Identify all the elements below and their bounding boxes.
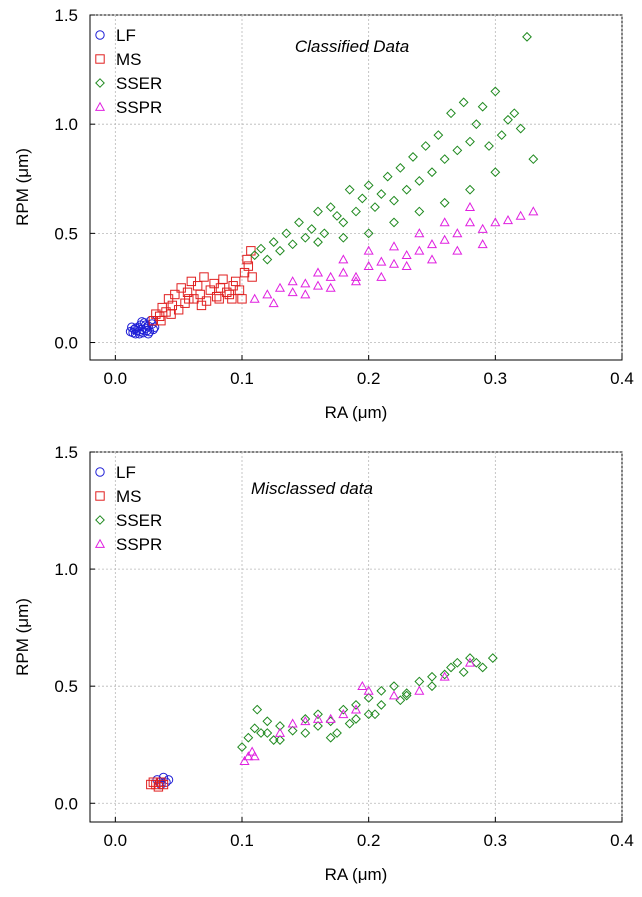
legend-label: SSPR [116, 98, 162, 117]
x-tick-label: 0.0 [104, 369, 128, 388]
chart-annotation: Classified Data [295, 37, 409, 56]
x-tick-labels: 0.0 0.1 0.2 0.3 0.4 [104, 369, 634, 388]
panel-classified: 0.0 0.1 0.2 0.3 0.4 0.0 0.5 1.0 1.5 RA (μm) RPM… [13, 6, 634, 422]
x-tick-label: 0.4 [610, 369, 634, 388]
x-axis-title: RA (μm) [325, 403, 388, 422]
x-tick-label: 0.3 [484, 369, 508, 388]
x-tick-label: 0.1 [230, 369, 254, 388]
y-tick-label: 0.0 [54, 334, 78, 353]
y-tick-label: 1.0 [54, 560, 78, 579]
x-tick-label: 0.1 [230, 831, 254, 850]
y-tick-label: 0.0 [54, 794, 78, 813]
x-tick-label: 0.2 [357, 369, 381, 388]
x-tick-label: 0.4 [610, 831, 634, 850]
x-tick-label: 0.2 [357, 831, 381, 850]
x-tick-label: 0.0 [104, 831, 128, 850]
legend-label: SSPR [116, 535, 162, 554]
x-axis-title: RA (μm) [325, 865, 388, 884]
y-axis-title: RPM (μm) [13, 598, 32, 676]
legend-label: SSER [116, 511, 162, 530]
legend-label: MS [116, 50, 142, 69]
panel-misclassed: 0.0 0.1 0.2 0.3 0.4 0.0 0.5 1.0 1.5 RA (μm) RPM… [13, 443, 634, 884]
y-tick-label: 0.5 [54, 224, 78, 243]
x-tick-label: 0.3 [484, 831, 508, 850]
legend-label: LF [116, 26, 136, 45]
plot-frame [90, 452, 622, 822]
y-axis-title: RPM (μm) [13, 148, 32, 226]
y-tick-label: 0.5 [54, 677, 78, 696]
legend-label: MS [116, 487, 142, 506]
legend-label: SSER [116, 74, 162, 93]
legend-label: LF [116, 463, 136, 482]
y-tick-labels: 0.0 0.5 1.0 1.5 [54, 6, 78, 353]
x-tick-labels: 0.0 0.1 0.2 0.3 0.4 [104, 831, 634, 850]
y-tick-labels: 0.0 0.5 1.0 1.5 [54, 443, 78, 813]
y-tick-label: 1.0 [54, 115, 78, 134]
chart-annotation: Misclassed data [251, 479, 373, 498]
y-tick-label: 1.5 [54, 443, 78, 462]
y-tick-label: 1.5 [54, 6, 78, 25]
